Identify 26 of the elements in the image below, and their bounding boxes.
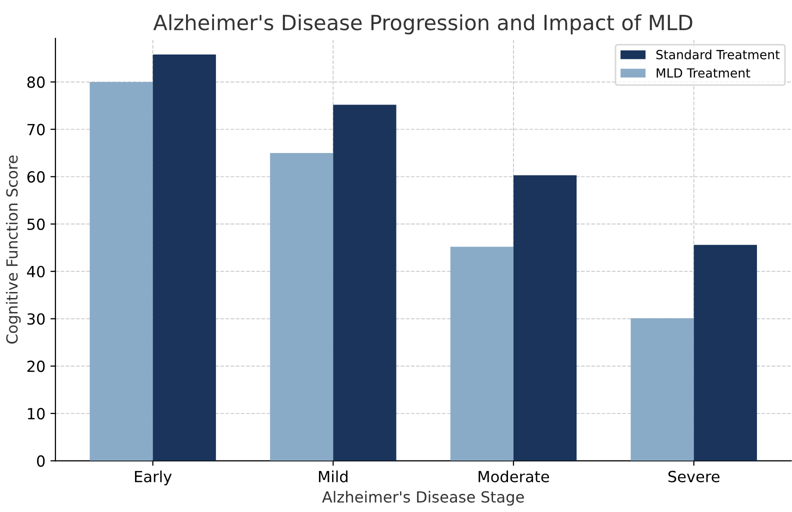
y-axis-title: Cognitive Function Score: [6, 156, 21, 344]
bar: [694, 244, 757, 461]
x-tick-label: Moderate: [478, 470, 550, 482]
x-tick-label: Mild: [318, 470, 348, 482]
x-tick-label: Severe: [668, 470, 720, 482]
y-tick-label: 40: [27, 266, 45, 278]
x-axis-title: Alzheimer's Disease Stage: [322, 490, 524, 506]
x-tick-label: Early: [135, 470, 172, 486]
bar: [513, 175, 577, 461]
y-tick-label: 0: [37, 455, 45, 467]
bar: [90, 82, 153, 461]
y-tick-label: 60: [27, 171, 45, 183]
legend-label: Standard Treatment: [656, 50, 780, 60]
y-tick-label: 70: [28, 124, 45, 136]
y-tick-label: 80: [27, 76, 45, 88]
bar: [270, 152, 334, 461]
chart-title: Alzheimer's Disease Progression and Impact of MLD: [153, 14, 692, 34]
y-tick-label: 10: [28, 408, 45, 420]
legend-label: MLD Treatment: [656, 68, 750, 78]
y-tick-label: 20: [27, 360, 45, 372]
bar: [630, 318, 694, 461]
y-tick-label: 30: [27, 313, 45, 325]
bar: [152, 54, 216, 461]
bar: [333, 104, 396, 461]
y-tick-label: 50: [27, 218, 45, 230]
bar: [450, 246, 514, 461]
